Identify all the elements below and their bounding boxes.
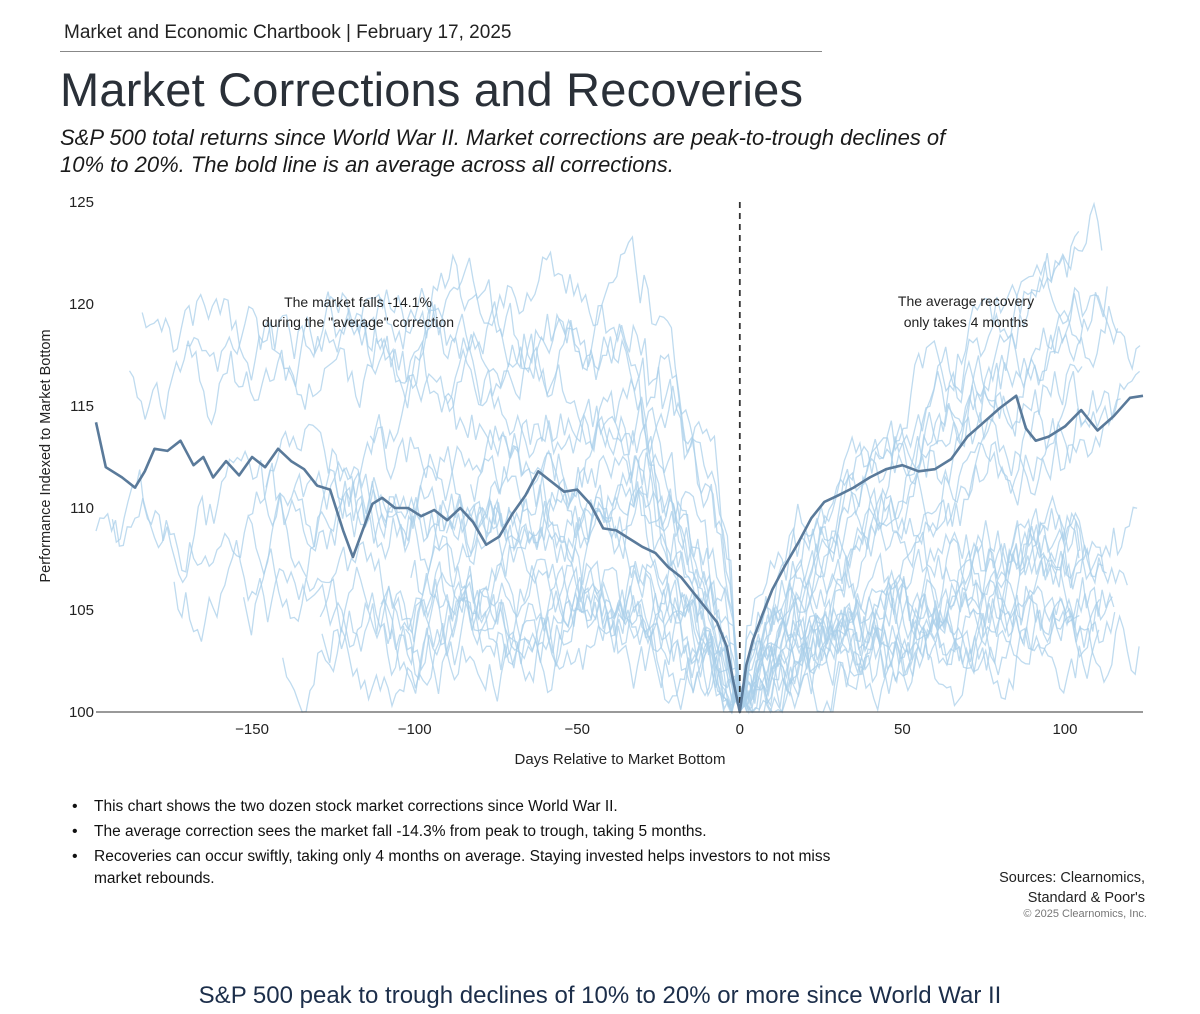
y-tick-label: 120 — [69, 296, 94, 313]
average-correction-series — [94, 394, 1144, 714]
annotation-left-line1: The market falls -14.1% — [284, 294, 432, 310]
page-title: Market Corrections and Recoveries — [60, 63, 804, 116]
individual-correction-line — [186, 261, 1108, 703]
x-tick-label: 100 — [1052, 721, 1077, 738]
x-tick-label: −100 — [398, 721, 432, 738]
copyright-notice: © 2025 Clearnomics, Inc. — [1023, 908, 1147, 920]
x-axis-ticks: −150 −100 −50 0 50 100 — [235, 721, 1077, 738]
annotation-right-line2: only takes 4 months — [904, 314, 1029, 330]
individual-correction-line — [410, 293, 1083, 704]
x-tick-label: −150 — [235, 721, 269, 738]
x-tick-label: 50 — [894, 721, 911, 738]
individual-correction-line — [293, 476, 1115, 714]
x-tick-label: −50 — [565, 721, 590, 738]
x-axis-label: Days Relative to Market Bottom — [515, 751, 726, 768]
individual-correction-line — [141, 286, 1119, 710]
individual-correction-line — [173, 539, 1100, 715]
individual-correction-line — [128, 333, 1121, 706]
sources-block: Sources: Clearnomics, Standard & Poor's — [999, 868, 1145, 908]
sources-line: Standard & Poor's — [1027, 890, 1145, 906]
individual-correction-line — [319, 370, 1141, 701]
header-divider — [60, 51, 822, 52]
individual-correction-line — [321, 508, 1080, 713]
individual-correction-line — [248, 460, 1081, 711]
y-tick-label: 100 — [69, 704, 94, 721]
individual-correction-line — [282, 231, 1080, 713]
individual-correction-line — [111, 418, 1105, 713]
key-points-list: This chart shows the two dozen stock mar… — [72, 796, 872, 893]
annotation-right-line1: The average recovery — [898, 293, 1034, 309]
y-tick-label: 110 — [70, 500, 94, 517]
sources-line: Sources: Clearnomics, — [999, 870, 1145, 886]
footer-caption: S&P 500 peak to trough declines of 10% t… — [198, 982, 1002, 1009]
x-tick-label: 0 — [736, 721, 744, 738]
individual-correction-line — [242, 506, 1138, 715]
bullet-item: Recoveries can occur swiftly, taking onl… — [72, 846, 872, 890]
page-subtitle: S&P 500 total returns since World War II… — [60, 125, 946, 177]
annotation-left-line2: during the "average" correction — [262, 314, 454, 330]
y-tick-label: 125 — [69, 194, 94, 211]
average-correction-line — [94, 394, 1144, 714]
corrections-chart: −150 −100 −50 0 50 100 100 105 110 115 120 125 Day… — [38, 194, 1144, 768]
y-axis-label: Performance Indexed to Market Bottom — [38, 329, 54, 582]
individual-correction-line — [265, 305, 1141, 696]
y-axis-ticks: 100 105 110 115 120 125 — [69, 194, 94, 721]
individual-correction-line — [446, 347, 1116, 713]
chartbook-header: Market and Economic Chartbook | February… — [64, 22, 512, 43]
y-tick-label: 105 — [69, 602, 94, 619]
y-tick-label: 115 — [70, 398, 94, 415]
bullet-item: The average correction sees the market f… — [72, 821, 872, 843]
individual-correction-line — [351, 257, 1083, 694]
bullet-item: This chart shows the two dozen stock mar… — [72, 796, 872, 818]
